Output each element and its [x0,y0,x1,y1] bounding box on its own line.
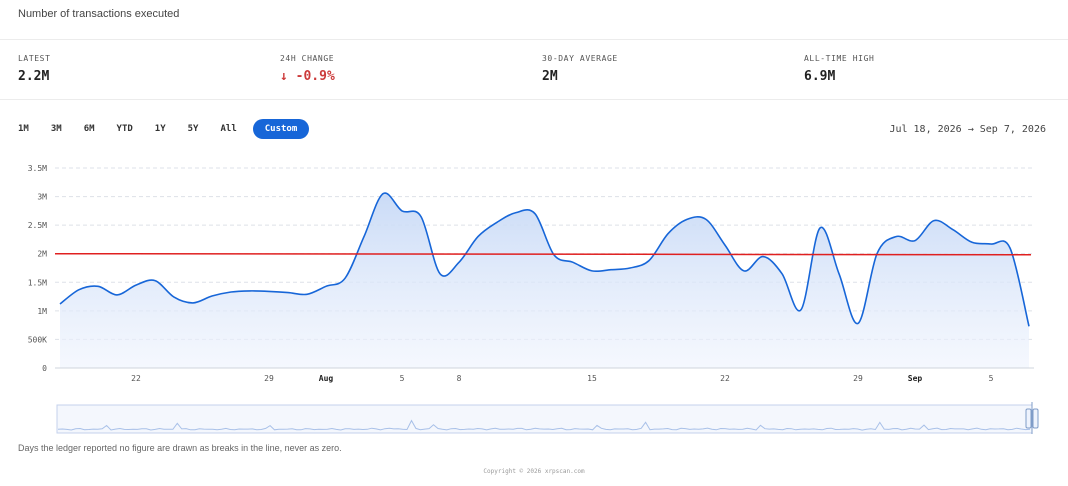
y-tick-label: 1M [37,307,47,316]
x-tick-label: 5 [400,374,405,383]
stat-24h-change: 24H CHANGE ↓ -0.9% [280,54,335,84]
y-axis-ticks: 0 500K 1M 1.5M 2M 2.5M 3M 3.5M [28,164,47,373]
stat-24h-change-value: -0.9% [295,69,335,84]
page-title: Number of transactions executed [18,8,180,20]
y-tick-label: 1.5M [28,278,47,287]
range-button-1m[interactable]: 1M [18,124,29,134]
navigator-handle[interactable] [1025,402,1039,434]
x-tick-label: 22 [720,374,730,383]
y-tick-label: 0 [42,364,47,373]
stat-all-time-high: ALL-TIME HIGH 6.9M [804,54,874,84]
x-tick-label: 22 [131,374,141,383]
y-tick-label: 3.5M [28,164,47,173]
series-area [60,193,1029,368]
stat-24h-change-value-wrap: ↓ -0.9% [280,69,335,84]
stat-latest-value: 2.2M [18,69,50,84]
header-divider [0,39,1068,40]
y-tick-label: 2M [37,250,47,259]
range-button-1y[interactable]: 1Y [154,124,166,134]
navigator-series [57,419,1031,431]
series-line [59,192,1030,327]
stat-latest: LATEST 2.2M [18,54,51,84]
footnote: Days the ledger reported no figure are d… [18,443,342,453]
stat-all-time-high-value: 6.9M [804,69,836,84]
range-selector: 1M 3M 6M YTD 1Y 5Y All Custom [18,119,310,139]
average-line [54,252,1032,256]
x-tick-label: Sep [908,374,923,383]
range-button-ytd[interactable]: YTD [116,124,133,134]
x-axis-ticks: 22 29 Aug 5 8 15 22 29 Sep 5 [131,374,993,383]
range-button-3m[interactable]: 3M [50,124,62,134]
stats-divider [0,99,1068,100]
range-button-6m[interactable]: 6M [83,124,95,134]
y-tick-label: 500K [28,335,47,344]
x-tick-label: 29 [853,374,863,383]
copyright: Copyright © 2026 xrpscan.com [483,468,585,475]
x-tick-label: 5 [989,374,994,383]
stat-latest-label: LATEST [18,54,51,63]
x-tick-label: 15 [587,374,597,383]
arrow-down-icon: ↓ [280,69,288,84]
stat-all-time-high-label: ALL-TIME HIGH [804,54,875,63]
navigator[interactable] [56,402,1039,434]
stat-30day-average-value: 2M [542,69,558,84]
x-tick-label: 29 [264,374,274,383]
y-tick-label: 2.5M [28,221,47,230]
transactions-chart[interactable]: 0 500K 1M 1.5M 2M 2.5M 3M 3.5M 22 29 Aug 5 8 15 22 29 S… [0,0,1068,440]
range-button-custom[interactable]: Custom [252,119,310,139]
navigator-track [56,404,1033,434]
date-range-label[interactable]: Jul 18, 2026 → Sep 7, 2026 [889,124,1046,135]
stat-30day-average-label: 30-DAY AVERAGE [542,54,618,63]
x-tick-label: Aug [319,374,334,383]
x-tick-label: 8 [457,374,462,383]
stat-24h-change-label: 24H CHANGE [280,54,335,63]
stat-30day-average: 30-DAY AVERAGE 2M [542,54,618,84]
range-button-all[interactable]: All [220,124,237,134]
range-button-5y[interactable]: 5Y [187,124,199,134]
y-tick-label: 3M [37,193,47,202]
